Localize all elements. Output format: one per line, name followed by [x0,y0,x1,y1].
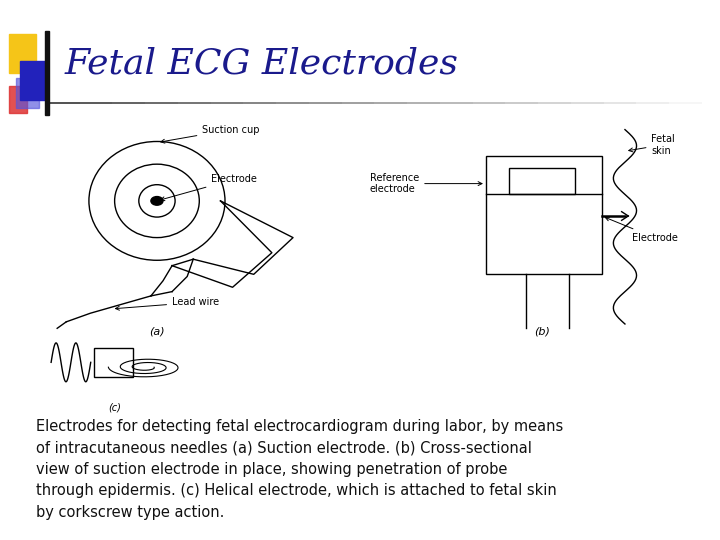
Text: Suction cup: Suction cup [161,125,260,143]
Bar [9,34,36,73]
Text: Reference
electrode: Reference electrode [370,173,482,194]
Text: (c): (c) [108,403,121,413]
Bar [16,78,39,108]
Bar [9,86,27,113]
Text: Lead wire: Lead wire [115,298,219,310]
Bar [486,156,602,274]
Text: (b): (b) [534,327,550,337]
Bar [94,348,133,377]
Bar [509,168,575,194]
Text: Fetal
skin: Fetal skin [629,134,675,156]
Circle shape [151,197,163,205]
Text: (a): (a) [149,327,165,337]
Bar [45,31,49,115]
Text: Electrode: Electrode [606,217,678,242]
Text: Fetal ECG Electrodes: Fetal ECG Electrodes [65,47,459,80]
Bar [20,61,48,100]
Text: Electrode: Electrode [161,174,257,201]
Text: Electrodes for detecting fetal electrocardiogram during labor, by means
of intra: Electrodes for detecting fetal electroca… [36,418,563,520]
